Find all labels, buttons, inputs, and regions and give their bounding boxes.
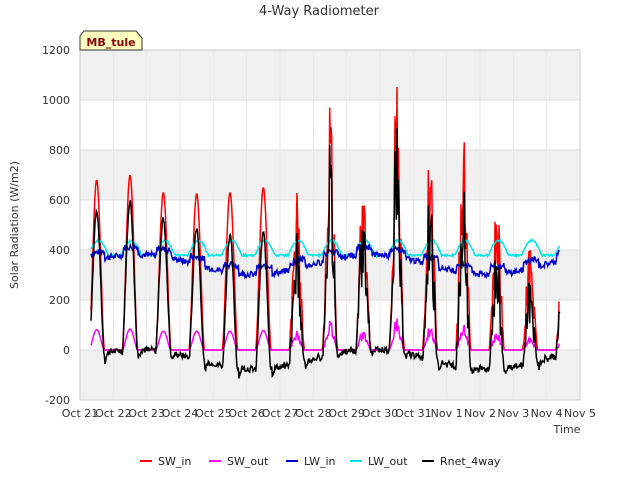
plot-background [80, 50, 580, 400]
x-tick-label: Oct 28 [295, 407, 332, 420]
x-tick-label: Oct 29 [328, 407, 365, 420]
legend-label: SW_out [227, 455, 269, 468]
y-tick-label: 200 [49, 294, 70, 307]
x-tick-label: Oct 25 [195, 407, 232, 420]
x-tick-label: Nov 3 [497, 407, 529, 420]
chart-title: 4-Way Radiometer [259, 4, 380, 19]
y-axis-ticks: -200 0 200 400 600 800 1000 1200 [42, 44, 70, 407]
y-tick-label: 0 [63, 344, 70, 357]
legend-label: Rnet_4way [440, 455, 501, 468]
series-line-lw-in [90, 242, 560, 280]
plot-frame [79, 49, 581, 401]
y-tick-label: 800 [49, 144, 70, 157]
x-tick-label: Oct 30 [362, 407, 399, 420]
y-tick-label: 1000 [42, 94, 70, 107]
x-axis-label: Time [553, 423, 581, 436]
x-tick-label: Nov 5 [564, 407, 596, 420]
y-axis-label: Solar Radiation (W/m2) [8, 161, 21, 289]
series-line-rnet-4way [90, 128, 561, 379]
y-tick-label: -200 [45, 394, 70, 407]
series-line-sw-out [90, 318, 560, 351]
x-tick-label: Nov 2 [464, 407, 496, 420]
x-tick-label: Oct 23 [128, 407, 165, 420]
x-tick-label: Nov 1 [431, 407, 463, 420]
x-tick-label: Oct 22 [95, 407, 132, 420]
x-tick-label: Oct 24 [162, 407, 199, 420]
y-tick-label: 1200 [42, 44, 70, 57]
legend: SW_in SW_out LW_in LW_out Rnet_4way [140, 455, 501, 468]
x-tick-label: Oct 26 [228, 407, 265, 420]
x-tick-label: Oct 21 [62, 407, 99, 420]
series-layer [90, 86, 561, 379]
x-tick-label: Nov 4 [531, 407, 563, 420]
legend-label: SW_in [158, 455, 191, 468]
x-tick-label: Oct 31 [395, 407, 432, 420]
x-tick-label: Oct 27 [262, 407, 299, 420]
site-label-box: MB_tule [79, 30, 143, 51]
y-tick-label: 600 [49, 194, 70, 207]
series-line-lw-out [90, 237, 561, 259]
legend-label: LW_in [304, 455, 336, 468]
legend-label: LW_out [368, 455, 408, 468]
site-label: MB_tule [86, 36, 135, 49]
y-tick-label: 400 [49, 244, 70, 257]
